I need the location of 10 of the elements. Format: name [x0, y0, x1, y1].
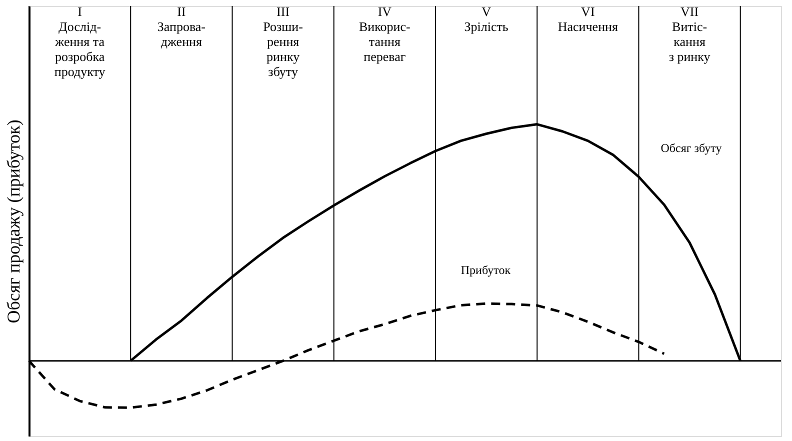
y-axis-title: Обсяг продажу (прибуток) [4, 120, 24, 324]
text: VII Витіс- кання з ринку [668, 4, 711, 64]
text: I Дослід- ження та розробка продукту [54, 4, 106, 79]
text: Прибуток [460, 263, 511, 278]
text: Обсяг збуту [660, 140, 722, 155]
text: V Зрілість [464, 4, 508, 34]
text: III Розши- рення ринку збуту [263, 4, 303, 79]
text: IV Викорис- тання переваг [359, 4, 410, 64]
text: VI Насичення [558, 4, 618, 34]
text: II Запрова- дження [157, 4, 206, 49]
